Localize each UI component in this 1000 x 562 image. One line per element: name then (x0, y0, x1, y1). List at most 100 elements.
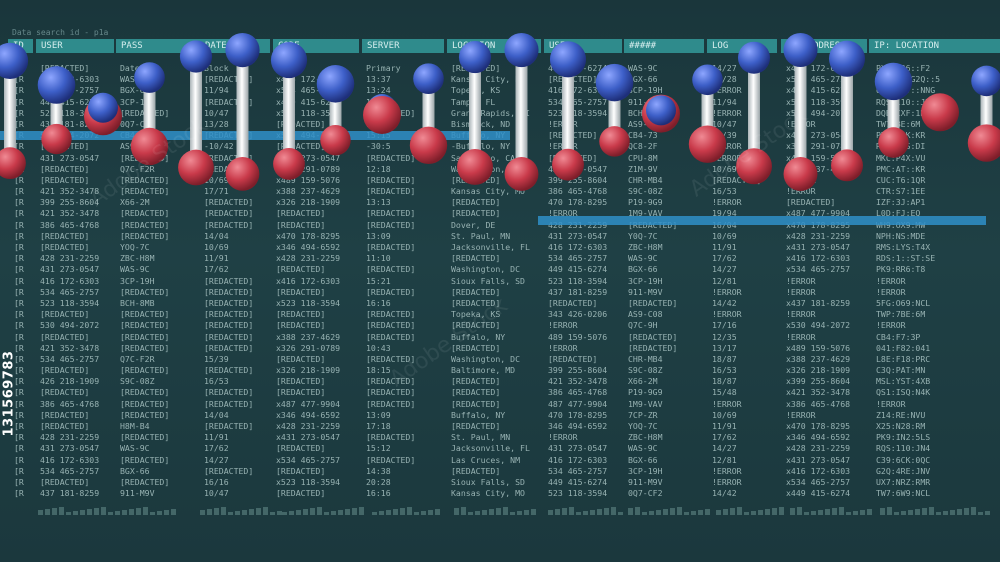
activity-bar (282, 512, 287, 515)
activity-bar (310, 508, 315, 515)
table-cell: [R (14, 320, 24, 331)
table-cell: YOQ-7C (628, 421, 658, 431)
table-cell: 386 465-4768 (40, 398, 100, 409)
activity-bar (957, 509, 962, 515)
table-cell: [REDACTED] (40, 365, 90, 376)
table-cell: 14/27 (204, 454, 229, 465)
table-cell: 534 465-2757 (548, 253, 608, 264)
table-cell: 17/16 (712, 320, 737, 331)
activity-bar (164, 510, 169, 515)
column-header[interactable]: IP: LOCATION (869, 39, 1000, 53)
activity-bar (950, 510, 955, 515)
table-cell: St. Paul, MN (451, 230, 511, 241)
table-cell: 489 159-5076 (548, 331, 608, 342)
activity-bar (618, 512, 623, 515)
table-cell: 20:28 (366, 476, 391, 487)
table-cell: [REDACTED] (120, 331, 170, 342)
table-cell: Baltimore, MD (451, 365, 516, 376)
table-cell: [REDACTED] (366, 219, 416, 230)
table-cell: 911-M9V (628, 476, 663, 487)
table-cell: 431 273-0547 (40, 264, 100, 275)
activity-bar (772, 508, 777, 515)
table-cell: !ERROR (876, 320, 906, 331)
activity-bar (915, 509, 920, 515)
column-pass: DateWAS-9CBGX-663CP-19H[REDACTED]0Q7-CF2… (120, 63, 169, 499)
base-pair (549, 41, 587, 181)
table-cell: Q7C-9H (628, 320, 658, 331)
table-cell: CB4-73 (628, 130, 658, 141)
activity-bar (80, 510, 85, 515)
table-cell: CPU-8M (628, 152, 658, 163)
table-cell: [REDACTED] (204, 152, 254, 163)
nucleotide-sphere (41, 123, 72, 155)
table-cell: [REDACTED] (451, 376, 501, 387)
nucleotide-sphere (409, 126, 448, 165)
activity-bar (860, 510, 865, 515)
table-cell: x487 477-9904 (276, 398, 341, 409)
stock-id-label: 131569783 (1, 350, 17, 437)
table-cell: 18/87 (712, 353, 737, 364)
activity-bar (880, 508, 885, 515)
table-cell: 12/35 (712, 331, 737, 342)
table-cell: 10/69 (712, 409, 737, 420)
column-header[interactable]: USER (36, 39, 114, 53)
activity-bar (256, 508, 261, 515)
table-cell: CTR:S7:1EE (876, 186, 926, 197)
table-cell: x449 415-6274 (786, 488, 851, 499)
activity-bar (985, 511, 990, 515)
table-cell: 10/69 (712, 230, 737, 241)
base-pair (921, 93, 959, 132)
table-cell: 16/53 (712, 186, 737, 197)
column-header[interactable]: PASS (116, 39, 200, 53)
activity-bar (277, 511, 282, 515)
table-cell: [R (14, 331, 24, 342)
column-header[interactable]: SERVER (362, 39, 444, 53)
table-cell: Topeka, KS (451, 309, 501, 320)
table-cell: x431 273-0547 (276, 152, 341, 163)
base-pair (828, 40, 866, 182)
table-cell: [REDACTED] (40, 242, 90, 252)
base-pair (595, 63, 634, 157)
column-server: Primary13:3713:2414:42[REDACTED]15:0815:… (366, 63, 415, 499)
table-cell: 13/28 (204, 118, 229, 129)
activity-bar (510, 512, 515, 515)
table-cell: 17:18 (366, 421, 391, 431)
activity-bar (38, 510, 43, 515)
table-cell: 14/27 (712, 63, 737, 73)
table-cell: 470 178-8295 (548, 409, 608, 420)
table-cell: x326 218-1909 (786, 365, 851, 376)
table-cell: x388 237-4629 (786, 163, 851, 174)
base-pair (0, 42, 29, 180)
table-cell: !ERROR (712, 286, 742, 297)
table-cell: 386 465-4768 (548, 186, 608, 197)
table-cell: x428 231-2259 (786, 230, 851, 241)
nucleotide-sphere (874, 62, 913, 101)
table-cell: [REDACTED] (276, 465, 326, 476)
table-cell: S9C-08Z (120, 376, 155, 387)
table-cell: -30:5 (366, 141, 391, 152)
table-cell: [REDACTED] (451, 297, 501, 308)
table-cell: 16/16 (204, 476, 229, 487)
table-cell: x416 172-6303 (786, 465, 851, 476)
activity-bar (971, 507, 976, 515)
table-cell: 17/62 (204, 264, 229, 275)
column-hash: WAS-9CBGX-663CP-19H911-M9VBCH-8MBAS9-C08… (628, 63, 677, 499)
activity-bar (908, 510, 913, 515)
column-header[interactable]: ##### (624, 39, 704, 53)
table-cell: 437 181-8259 (40, 488, 100, 499)
nucleotide-sphere (828, 40, 866, 77)
table-cell: [REDACTED] (204, 219, 254, 230)
table-cell: Dover, DE (451, 219, 496, 230)
nucleotide-sphere (552, 148, 584, 181)
table-cell: 449 415-6274 (40, 96, 100, 107)
table-cell: [REDACTED] (366, 432, 416, 443)
activity-bar (214, 508, 219, 515)
table-cell: X25:N28:RM (876, 421, 926, 431)
table-cell: 534 465-2757 (548, 96, 608, 107)
table-cell: [REDACTED] (712, 174, 762, 185)
table-cell: 19/94 (712, 208, 737, 219)
nucleotide-sphere (783, 157, 818, 191)
table-cell: x489 159-5076 (786, 342, 851, 353)
activity-bar (698, 510, 703, 515)
table-cell: x530 494-2072 (786, 107, 851, 118)
